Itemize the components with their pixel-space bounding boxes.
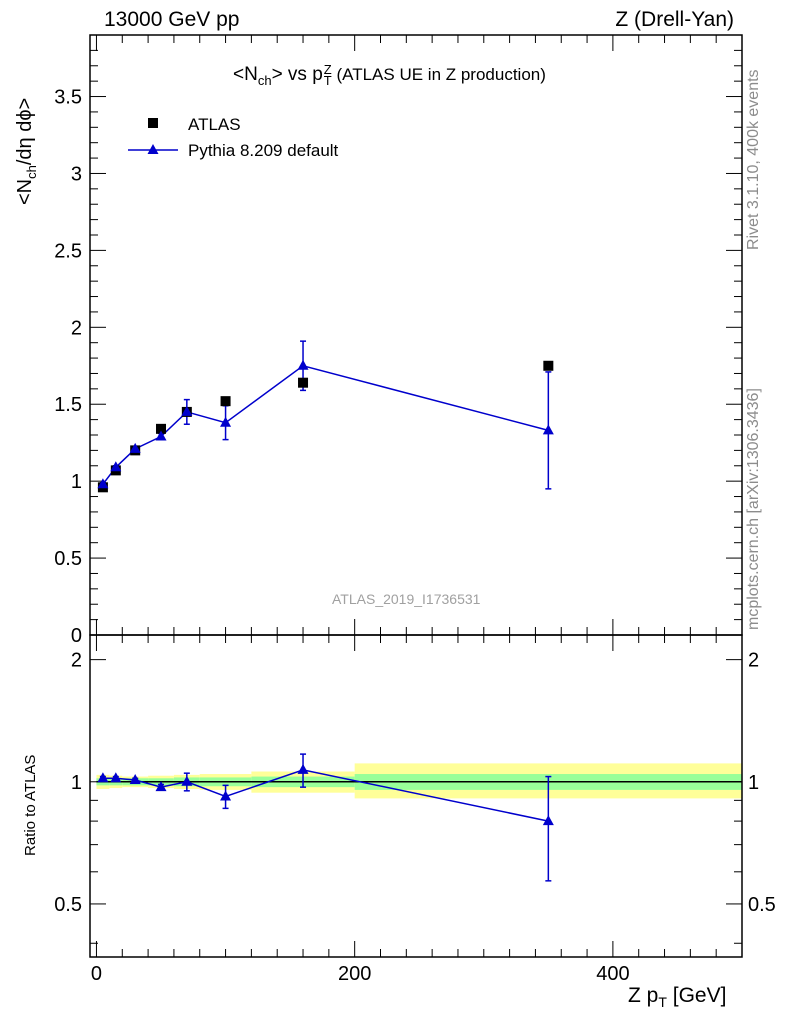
ratio-panel-border [89, 634, 743, 958]
legend-pythia-marker [147, 144, 159, 154]
pythia-ratio-point [155, 781, 167, 792]
pythia-point [97, 478, 109, 489]
y-tick-label: 1.5 [54, 394, 82, 416]
main-panel-marks [97, 340, 554, 493]
pythia-line [102, 364, 549, 485]
pythia-point [542, 424, 554, 435]
atlas-point [220, 396, 231, 407]
legend-atlas-marker [148, 118, 158, 128]
analysis-watermark: ATLAS_2019_I1736531 [332, 591, 481, 607]
legend-atlas-label: ATLAS [188, 115, 241, 134]
y-tick-label: 2.5 [54, 240, 82, 262]
pythia-point [181, 405, 193, 416]
pythia-ratio-point [542, 815, 554, 826]
title-main: <N [233, 64, 258, 86]
pythia-ratio-point [220, 790, 232, 801]
title-extra: (ATLAS UE in Z production) [331, 65, 546, 85]
ratio-y-tick-label-right: 2 [748, 650, 759, 672]
y-tick-label: 0.5 [54, 548, 82, 570]
pythia-ratio-point [181, 775, 193, 786]
legend: ATLAS Pythia 8.209 default [128, 115, 339, 160]
main-panel-frame: 0 0.5 1 1.5 2 2.5 3 3.5 [54, 34, 743, 647]
pythia-ratio-point [297, 763, 309, 774]
pythia-ratio-point [129, 774, 141, 785]
main-y-axis-title: <Nch/dη dϕ> [14, 97, 39, 205]
title-sup: Z [323, 62, 332, 77]
pythia-point [129, 442, 141, 453]
header-left-label: 13000 GeV pp [104, 8, 240, 31]
title-main-sub: ch [257, 72, 272, 88]
pythia-point [297, 359, 309, 370]
pythia-point [110, 461, 122, 472]
ratio-panel-frame: 0 200 400 0.5 0.5 1 1 2 2 [54, 634, 776, 985]
legend-pythia-label: Pythia 8.209 default [188, 141, 339, 160]
pythia-point [155, 430, 167, 441]
ratio-y-tick-label-right: 1 [748, 772, 759, 794]
ratio-y-tick-label: 0.5 [54, 894, 82, 916]
x-axis-title: Z pT [GeV] [628, 984, 727, 1011]
atlas-point [543, 360, 554, 371]
pythia-ratio-point [110, 772, 122, 783]
title-mid: > vs p [271, 64, 323, 86]
x-tick-label: 400 [596, 963, 629, 985]
x-tick-label: 0 [91, 963, 102, 985]
y-tick-label: 3.5 [54, 87, 82, 109]
ratio-y-tick-label: 2 [71, 650, 82, 672]
atlas-point [298, 377, 309, 388]
x-tick-label: 200 [338, 963, 371, 985]
y-tick-label: 3 [71, 163, 82, 185]
rivet-label: Rivet 3.1.10, 400k events [745, 69, 762, 250]
ratio-y-tick-label: 1 [71, 772, 82, 794]
pythia-point [220, 416, 232, 427]
atlas-point [156, 423, 167, 434]
mcplots-label: mcplots.cern.ch [arXiv:1306.3436] [745, 388, 762, 630]
y-tick-label: 0 [71, 625, 82, 647]
ratio-uncertainty-bands [96, 763, 742, 799]
pythia-ratio-point [97, 772, 109, 783]
title-sub: T [323, 73, 332, 88]
header-right-label: Z (Drell-Yan) [615, 8, 734, 31]
ratio-y-axis-title: Ratio to ATLAS [22, 754, 39, 856]
ratio-y-tick-label-right: 0.5 [748, 894, 776, 916]
y-tick-label: 1 [71, 471, 82, 493]
ratio-panel-marks [97, 753, 554, 882]
y-tick-label: 2 [71, 317, 82, 339]
